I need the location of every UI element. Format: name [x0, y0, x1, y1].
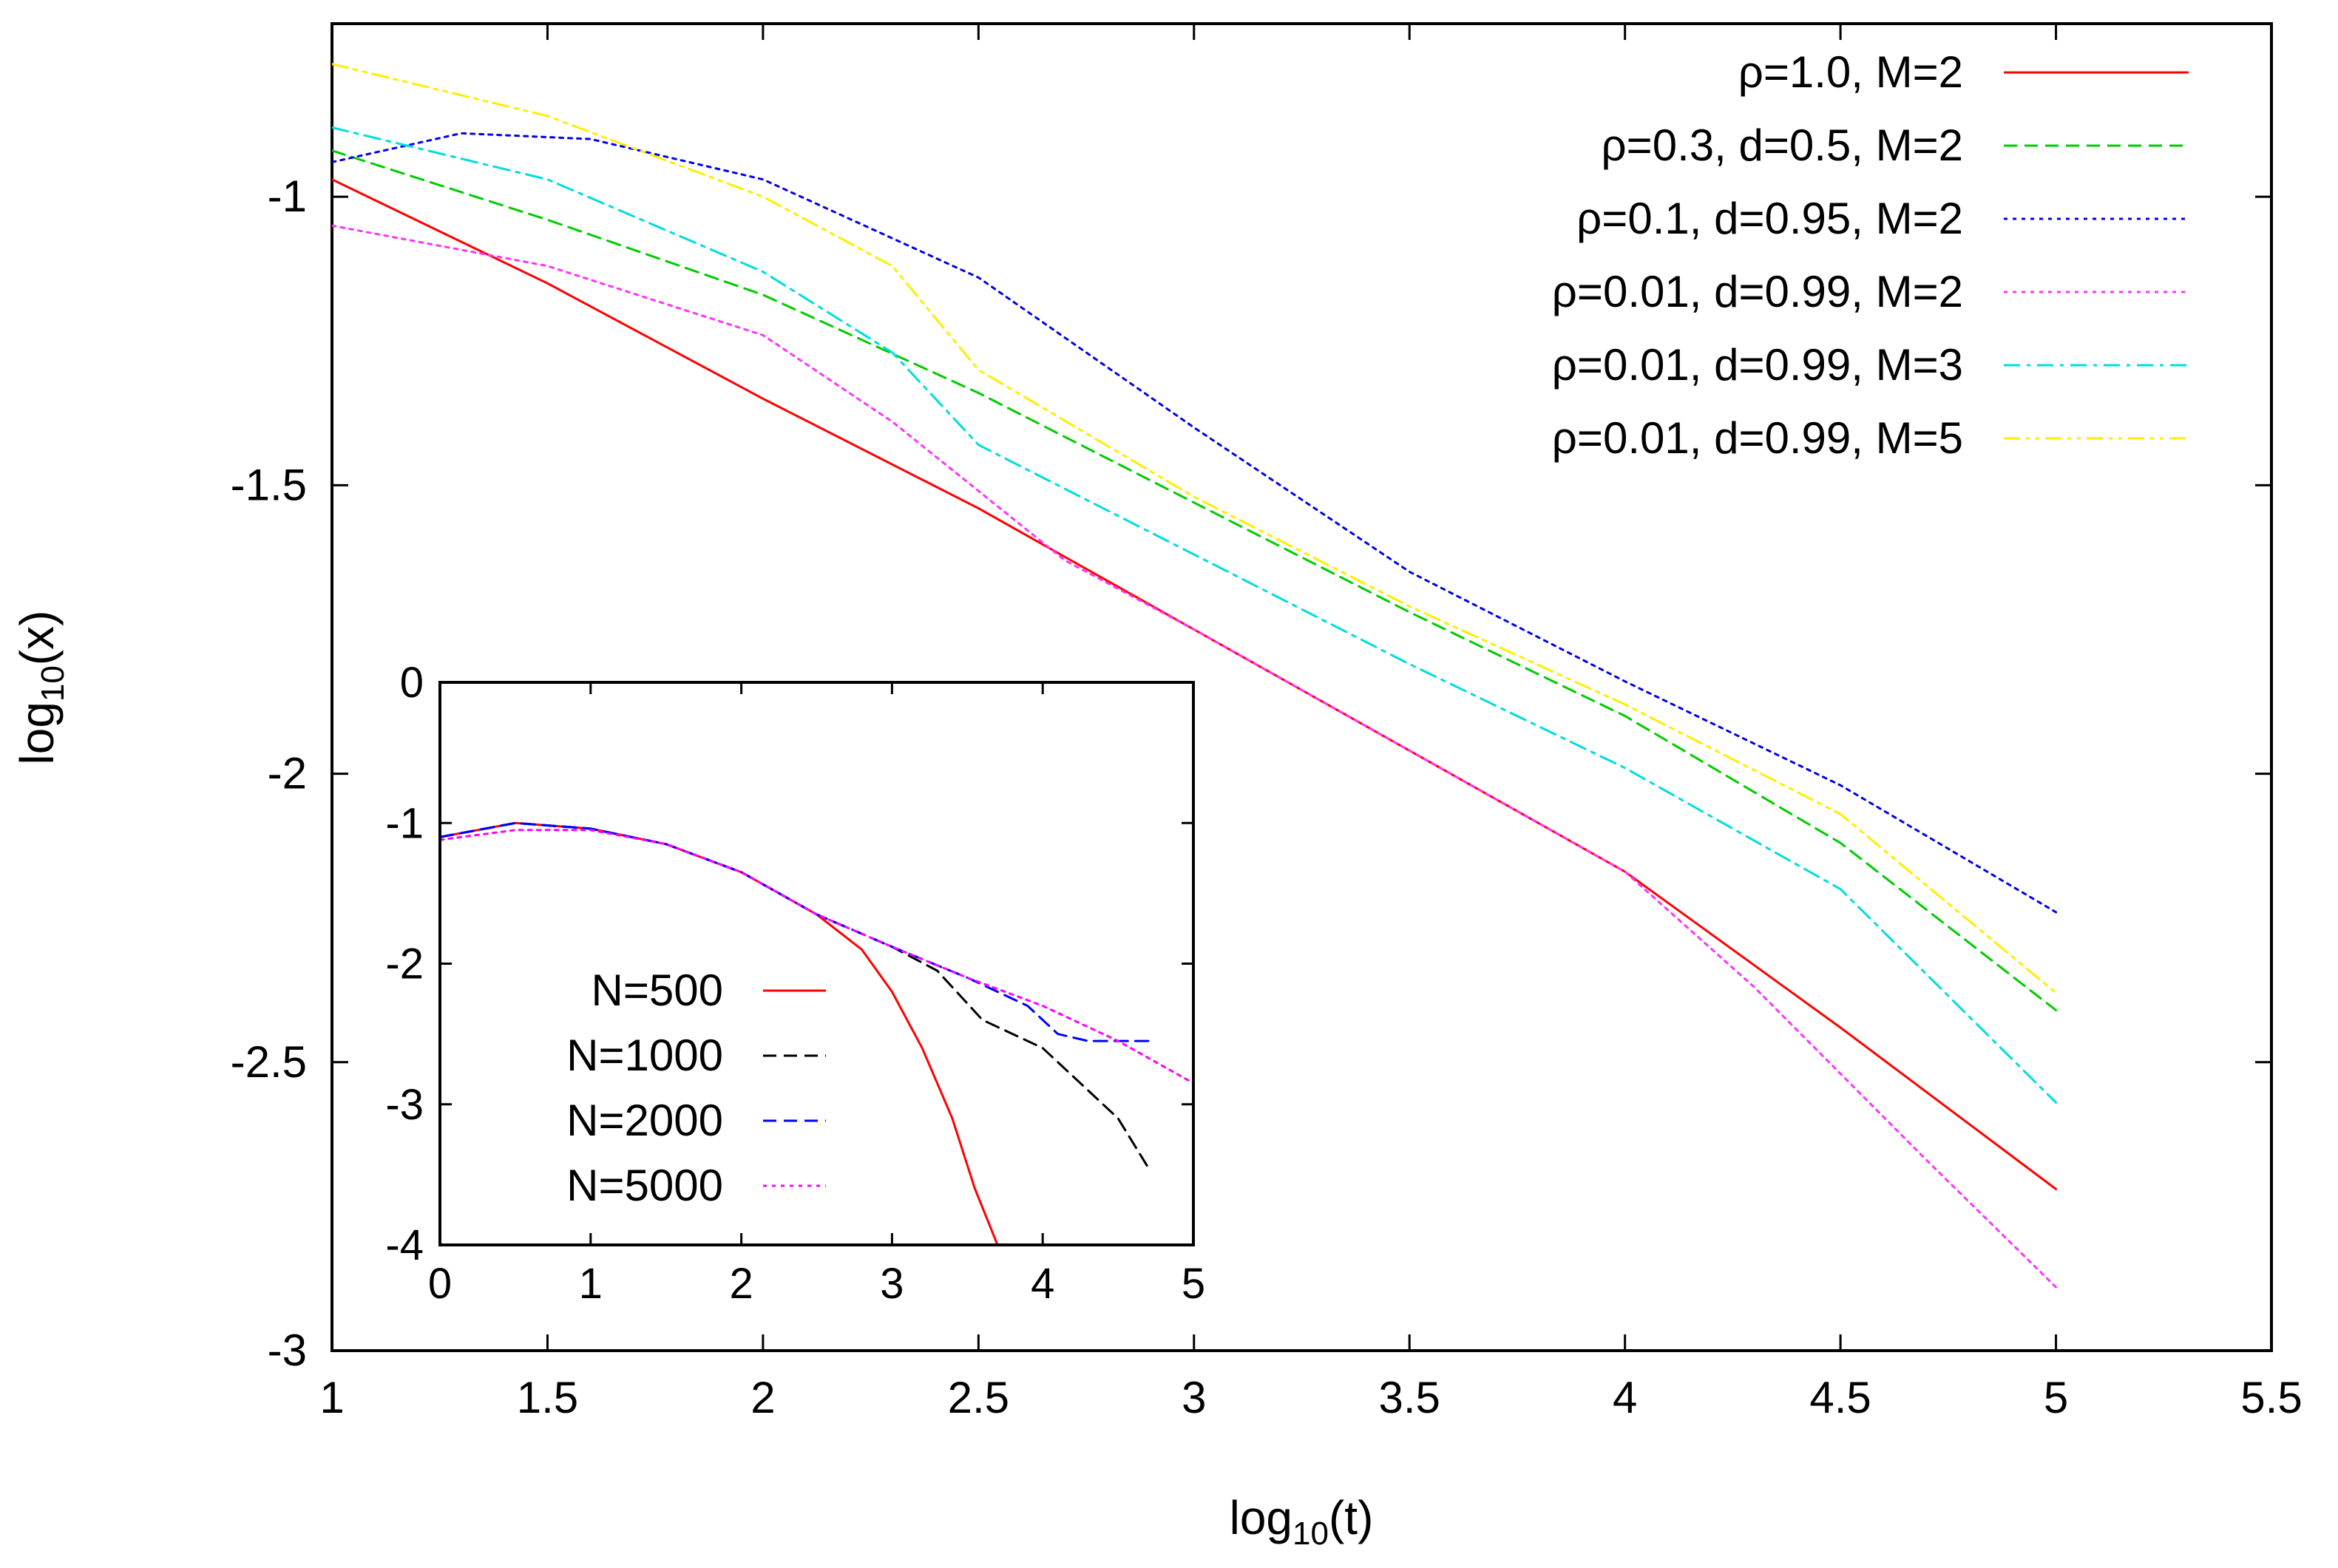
inset-ytick-label: -2 [385, 940, 424, 988]
main-series-line-5 [332, 63, 2058, 994]
main-xtick-label: 3.5 [1379, 1373, 1440, 1422]
main-ytick-label: -1 [268, 172, 307, 221]
inset-xtick-label: 5 [1182, 1260, 1205, 1308]
inset-legend-label-2: N=2000 [566, 1096, 723, 1145]
main-plot-frame [331, 22, 2273, 1352]
inset-legend-label-1: N=1000 [566, 1031, 723, 1080]
main-ticks: 1 1.5 2 2.5 3 3.5 4 4.5 5 5.5 -1 -1.5 -2 -2.5 -3 [231, 24, 2303, 1422]
main-legend-label-5: ρ=0.01, d=0.99, M=5 [1552, 413, 1963, 463]
main-series-line-3 [332, 224, 2058, 1289]
inset-xtick-label: 2 [729, 1260, 753, 1308]
inset-xtick-label: 1 [579, 1260, 603, 1308]
inset-series-line-3 [440, 829, 1193, 1085]
main-series-line-4 [332, 126, 2058, 1104]
inset-legend: N=500 N=1000 N=2000 N=5000 [566, 965, 826, 1210]
main-legend: ρ=1.0, M=2 ρ=0.3, d=0.5, M=2 ρ=0.1, d=0.95… [1552, 47, 2189, 463]
inset-chart: 0 1 2 3 4 5 0 -1 -2 -3 -4 N=500 N=1000 N=2000 N=5000 [385, 659, 1205, 1308]
main-legend-label-0: ρ=1.0, M=2 [1738, 47, 1963, 97]
inset-xtick-label: 4 [1031, 1260, 1054, 1308]
main-legend-label-1: ρ=0.3, d=0.5, M=2 [1602, 121, 1963, 170]
main-legend-label-4: ρ=0.01, d=0.99, M=3 [1552, 340, 1963, 390]
main-ytick-label: -2.5 [231, 1037, 307, 1087]
main-ytick-label: -3 [268, 1326, 307, 1375]
main-xtick-label: 4 [1613, 1373, 1637, 1422]
main-legend-label-2: ρ=0.1, d=0.95, M=2 [1576, 194, 1963, 243]
main-xtick-label: 3 [1182, 1373, 1206, 1422]
x-axis-title: log10(t) [1230, 1491, 1374, 1552]
main-ytick-label: -1.5 [231, 460, 307, 509]
y-axis-title: log10(x) [10, 611, 71, 765]
inset-ytick-label: 0 [400, 659, 424, 707]
inset-background [440, 682, 1193, 1245]
main-xtick-label: 5.5 [2240, 1373, 2302, 1422]
main-xtick-label: 5 [2044, 1373, 2068, 1422]
inset-legend-label-0: N=500 [592, 965, 723, 1015]
inset-xtick-label: 3 [880, 1260, 904, 1308]
main-xtick-label: 2.5 [948, 1373, 1009, 1422]
main-xtick-label: 2 [750, 1373, 775, 1422]
inset-plot-frame [438, 681, 1195, 1246]
inset-series-group [440, 821, 1193, 1245]
main-xtick-label: 1.5 [517, 1373, 578, 1422]
inset-legend-label-3: N=5000 [566, 1161, 723, 1210]
main-ytick-label: -2 [268, 749, 307, 798]
main-xtick-label: 1 [319, 1373, 344, 1422]
main-series-line-0 [332, 178, 2058, 1190]
main-xtick-label: 4.5 [1809, 1373, 1871, 1422]
inset-xtick-label: 0 [428, 1260, 452, 1308]
inset-ytick-label: -3 [385, 1081, 424, 1129]
inset-series-line-0 [440, 821, 999, 1245]
main-series-line-2 [332, 132, 2058, 914]
main-legend-label-3: ρ=0.01, d=0.99, M=2 [1552, 267, 1963, 316]
main-chart: 1 1.5 2 2.5 3 3.5 4 4.5 5 5.5 -1 -1.5 -2 -2.5 -3 ρ=1.0… [10, 22, 2303, 1552]
inset-ytick-label: -4 [385, 1221, 424, 1269]
main-series-line-1 [332, 149, 2058, 1011]
main-series-group [332, 63, 2058, 1289]
inset-ytick-label: -1 [385, 799, 424, 847]
